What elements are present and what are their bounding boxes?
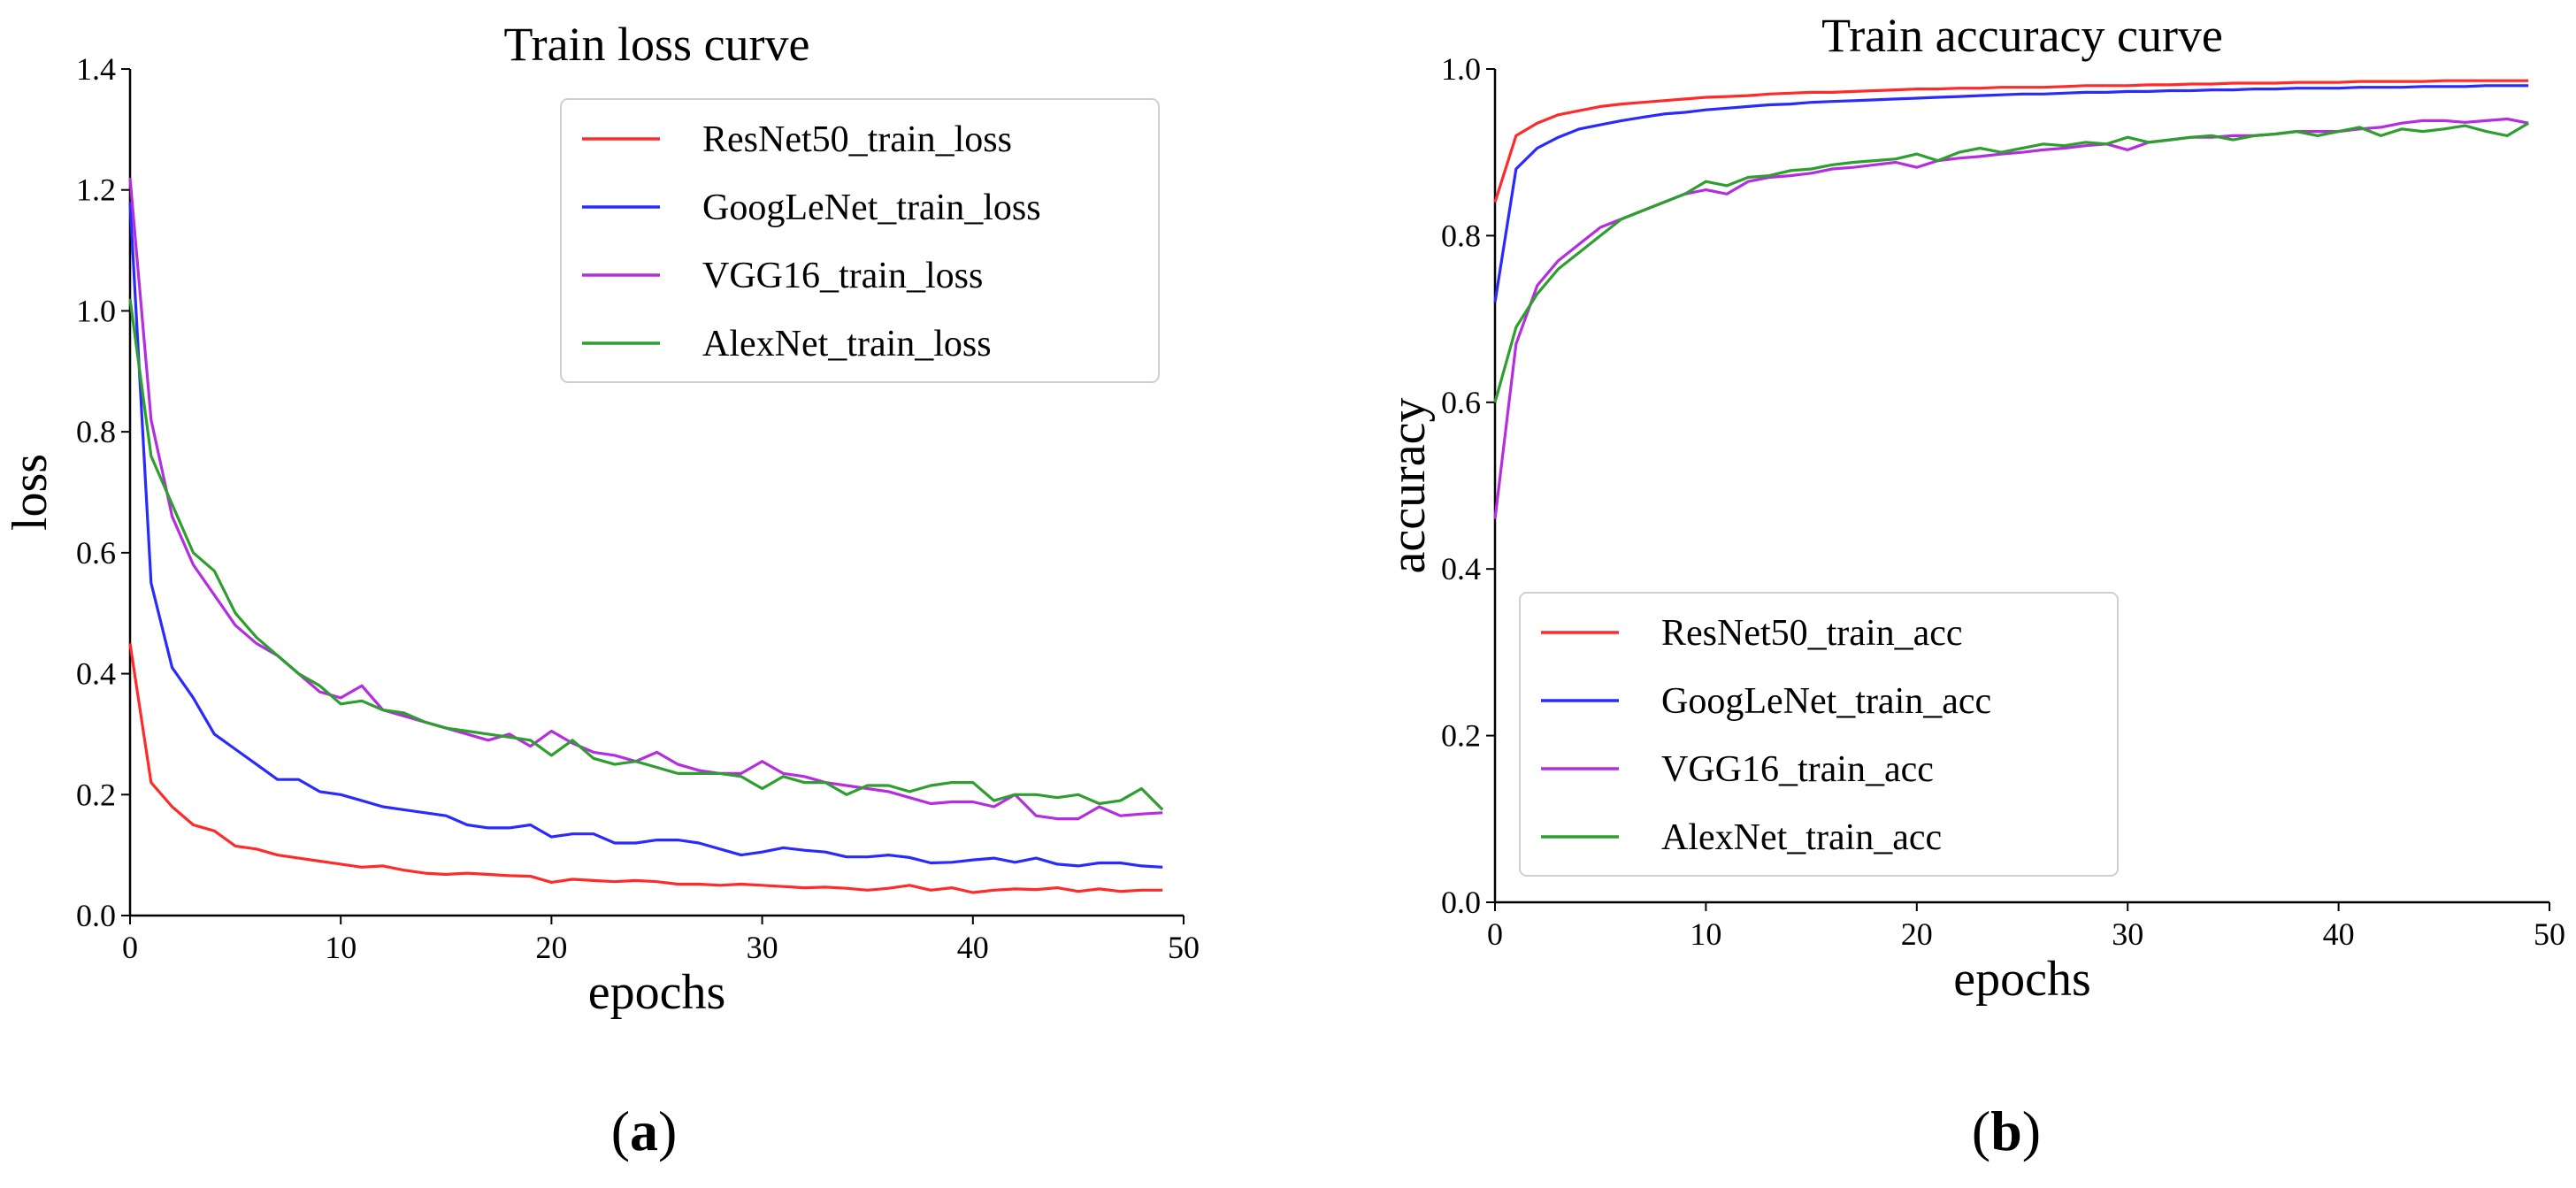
series-line-VGG16_train_acc	[1493, 117, 2529, 519]
y-tick-label: 0.0	[1441, 885, 1481, 920]
legend-label: GoogLeNet_train_loss	[702, 188, 1041, 228]
legend-label: GoogLeNet_train_acc	[1661, 681, 1991, 722]
y-tick-label: 1.4	[76, 51, 116, 87]
y-tick-label: 0.8	[76, 414, 116, 449]
x-tick-label: 0	[122, 930, 138, 965]
x-tick-label: 30	[2112, 916, 2143, 952]
legend-label: VGG16_train_acc	[1661, 749, 1934, 790]
caption-paren-close: )	[658, 1100, 677, 1162]
series-line-ResNet50_train_loss	[128, 643, 1163, 894]
series-line-GoogLeNet_train_loss	[128, 202, 1163, 869]
caption-paren-open: (	[611, 1100, 630, 1162]
series-line-GoogLeNet_train_acc	[1493, 84, 2529, 303]
caption-paren-open: (	[1972, 1100, 1990, 1162]
x-tick-label: 10	[325, 930, 356, 965]
legend-label: VGG16_train_loss	[702, 256, 983, 296]
x-tick-label: 20	[1901, 916, 1933, 952]
x-tick-label: 10	[1690, 916, 1721, 952]
y-tick-label: 0.4	[1441, 551, 1481, 586]
chart-title: Train accuracy curve	[1821, 9, 2223, 62]
x-axis-label: epochs	[588, 965, 726, 1020]
y-tick-label: 1.2	[76, 172, 116, 208]
panel-caption: (a)	[611, 1100, 678, 1162]
legend-label: ResNet50_train_loss	[702, 119, 1012, 160]
x-tick-label: 40	[957, 930, 989, 965]
y-axis-label: accuracy	[1381, 398, 1436, 574]
y-tick-label: 0.8	[1441, 218, 1481, 253]
y-tick-label: 0.6	[76, 535, 116, 571]
series-line-ResNet50_train_acc	[1493, 79, 2529, 203]
y-tick-label: 0.0	[76, 898, 116, 933]
caption-letter: b	[1990, 1100, 2022, 1162]
x-tick-label: 20	[535, 930, 567, 965]
caption-paren-close: )	[2022, 1100, 2041, 1162]
y-tick-label: 1.0	[76, 293, 116, 328]
series-line-AlexNet_train_loss	[128, 298, 1164, 811]
y-tick-label: 0.2	[76, 777, 116, 812]
chart-accuracy: Train accuracy curve 0 10 20 30 40 50 0.0 0.2 0.4…	[1381, 9, 2565, 1162]
x-axis-label: epochs	[1953, 952, 2091, 1007]
y-tick-label: 0.4	[76, 656, 116, 692]
x-tick-label: 50	[2534, 916, 2565, 952]
chart-title: Train loss curve	[504, 18, 810, 71]
y-axis-label: loss	[3, 454, 58, 531]
legend-label: ResNet50_train_acc	[1661, 613, 1963, 654]
legend: ResNet50_train_acc GoogLeNet_train_acc VGG…	[1519, 592, 2119, 877]
legend-box	[560, 98, 1160, 383]
chart-loss: Train loss curve 0 10 20 30 40 50 0.0 0.2 0.4 0.6 0…	[3, 18, 1200, 1162]
y-tick-label: 0.2	[1441, 718, 1481, 754]
series-line-AlexNet_train_acc	[1493, 121, 2530, 403]
y-tick-label: 1.0	[1441, 51, 1481, 87]
x-tick-label: 30	[747, 930, 778, 965]
caption-letter: a	[630, 1100, 658, 1162]
legend: ResNet50_train_loss GoogLeNet_train_loss V…	[560, 98, 1160, 383]
x-tick-label: 0	[1487, 916, 1503, 952]
y-tick-label: 0.6	[1441, 385, 1481, 420]
panel-caption: (b)	[1972, 1100, 2041, 1162]
x-tick-label: 40	[2323, 916, 2355, 952]
legend-label: AlexNet_train_loss	[702, 324, 992, 364]
x-tick-label: 50	[1168, 930, 1200, 965]
legend-box	[1519, 592, 2119, 877]
legend-label: AlexNet_train_acc	[1661, 817, 1942, 858]
